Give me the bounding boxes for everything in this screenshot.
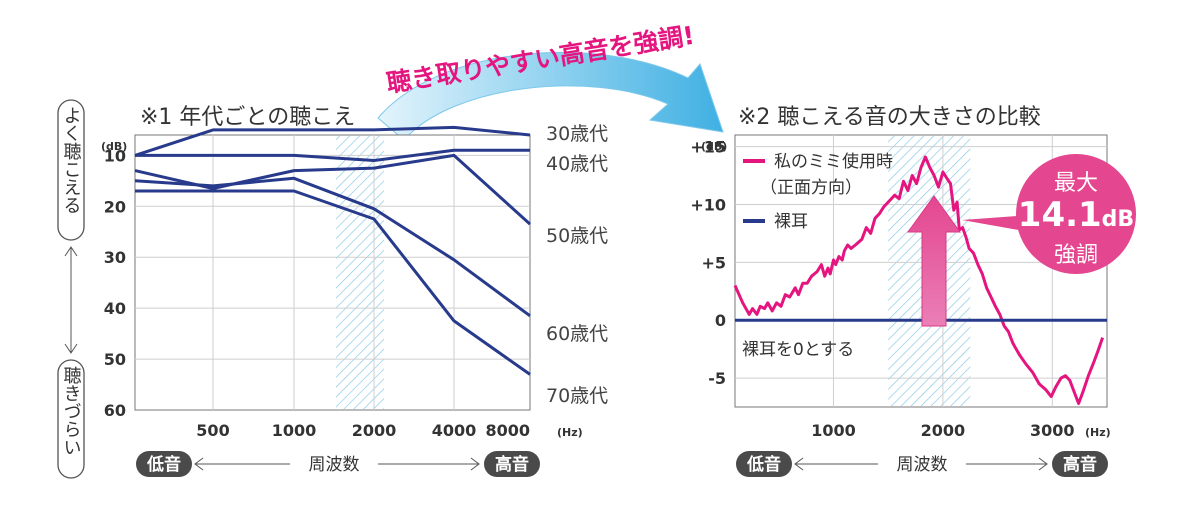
- emphasis-up-arrow: [907, 195, 961, 327]
- chart1-line-1: [134, 125, 531, 157]
- chart2-ytick-4: 0: [715, 311, 726, 330]
- chart2-y-unit: (dB): [701, 140, 727, 153]
- legend-device-sublabel: （正面方向）: [760, 178, 862, 198]
- chart1-footer-low: 低音: [146, 454, 181, 475]
- max-emphasis-bubble: 最大 14.1dB 強調: [962, 154, 1136, 274]
- side-label: よく聴こえる 聴きづらい: [57, 99, 85, 479]
- chart2-legend: 私のミミ使用時 （正面方向） 裸耳: [743, 151, 893, 232]
- side-label-top: よく聴こえる: [61, 106, 82, 214]
- chart2-footer-low: 低音: [746, 454, 781, 475]
- chart1-footer-mid: 周波数: [309, 455, 360, 475]
- chart-volume-comparison: ※2 聴こえる音の大きさの比較 +15 +10 +5 0 -5 1000 2000 3000…: [690, 105, 1110, 440]
- chart2-xtick-3: 3000: [1030, 421, 1075, 440]
- transition-arrow: [377, 52, 724, 141]
- chart2-footer-mid: 周波数: [897, 455, 948, 475]
- chart1-footer: 低音 周波数 高音: [136, 451, 540, 477]
- bubble-line1: 最大: [1054, 171, 1098, 196]
- chart2-zero-note: 裸耳を0とする: [742, 340, 854, 360]
- legend-bare-label: 裸耳: [774, 212, 808, 232]
- chart1-plot-area: [134, 134, 531, 411]
- bubble-value-line: 14.1dB: [1018, 195, 1134, 235]
- chart2-x-unit: (Hz): [1085, 426, 1111, 439]
- chart2-footer: 低音 周波数 高音: [736, 451, 1108, 477]
- chart1-highlight-band: [336, 136, 384, 409]
- chart2-y-ticks: +15 +10 +5 0 -5: [690, 138, 726, 388]
- chart2-ytick-5: -5: [708, 369, 726, 388]
- chart1-series-label-2: 40歳代: [546, 153, 608, 175]
- chart1-xtick-5: 8000: [485, 421, 530, 440]
- chart1-ytick-3: 30: [104, 248, 126, 267]
- chart2-x-ticks: 1000 2000 3000: [811, 421, 1074, 440]
- chart1-x-ticks: 500 1000 2000 4000 8000: [196, 421, 530, 440]
- chart1-xtick-3: 2000: [352, 421, 397, 440]
- chart1-footer-high: 高音: [495, 454, 529, 475]
- chart2-xtick-1: 1000: [811, 421, 856, 440]
- chart1-series-label-1: 30歳代: [546, 123, 608, 145]
- chart2-line-1: [733, 155, 1105, 405]
- chart1-line-5: [135, 189, 531, 376]
- chart2-series: [733, 155, 1107, 405]
- chart1-xtick-1: 500: [196, 421, 229, 440]
- chart2-title: ※2 聴こえる音の大きさの比較: [738, 105, 1041, 130]
- bubble-value: 14.1: [1018, 195, 1102, 235]
- chart2-ytick-3: +5: [701, 253, 726, 272]
- chart1-ytick-4: 40: [104, 299, 126, 318]
- bubble-unit: dB: [1102, 207, 1135, 232]
- chart1-y-ticks: 10 20 30 40 50 60: [104, 146, 126, 420]
- chart1-series-label-3: 50歳代: [546, 225, 608, 247]
- chart1-ytick-5: 50: [104, 350, 126, 369]
- chart1-series-label-5: 70歳代: [546, 385, 608, 407]
- chart1-x-unit: (Hz): [557, 426, 583, 439]
- chart1-ytick-1: 10: [104, 146, 126, 165]
- chart1-y-unit: (dB): [101, 140, 127, 153]
- chart1-series: [134, 125, 532, 376]
- legend-device-label: 私のミミ使用時: [774, 151, 893, 172]
- chart2-xtick-2: 2000: [921, 421, 966, 440]
- chart1-series-label-4: 60歳代: [546, 323, 608, 345]
- chart2-ytick-2: +10: [690, 195, 726, 214]
- chart-age-hearing: ※1 年代ごとの聴こえ 10 20 30 40 50 60 500 1000 2000 4000…: [101, 105, 608, 440]
- chart2-ytick-1: +15: [690, 138, 726, 157]
- chart1-xtick-4: 4000: [432, 421, 477, 440]
- bubble-line3: 強調: [1054, 243, 1098, 268]
- chart1-line-2: [135, 148, 530, 162]
- chart1-xtick-2: 1000: [272, 421, 317, 440]
- side-label-bottom: 聴きづらい: [61, 366, 82, 456]
- chart1-series-labels: 30歳代 40歳代 50歳代 60歳代 70歳代: [546, 123, 608, 407]
- chart1-title: ※1 年代ごとの聴こえ: [140, 105, 355, 130]
- chart2-footer-high: 高音: [1063, 454, 1097, 475]
- chart1-ytick-6: 60: [104, 401, 126, 420]
- chart1-line-4: [134, 176, 531, 318]
- chart1-ytick-2: 20: [104, 197, 126, 216]
